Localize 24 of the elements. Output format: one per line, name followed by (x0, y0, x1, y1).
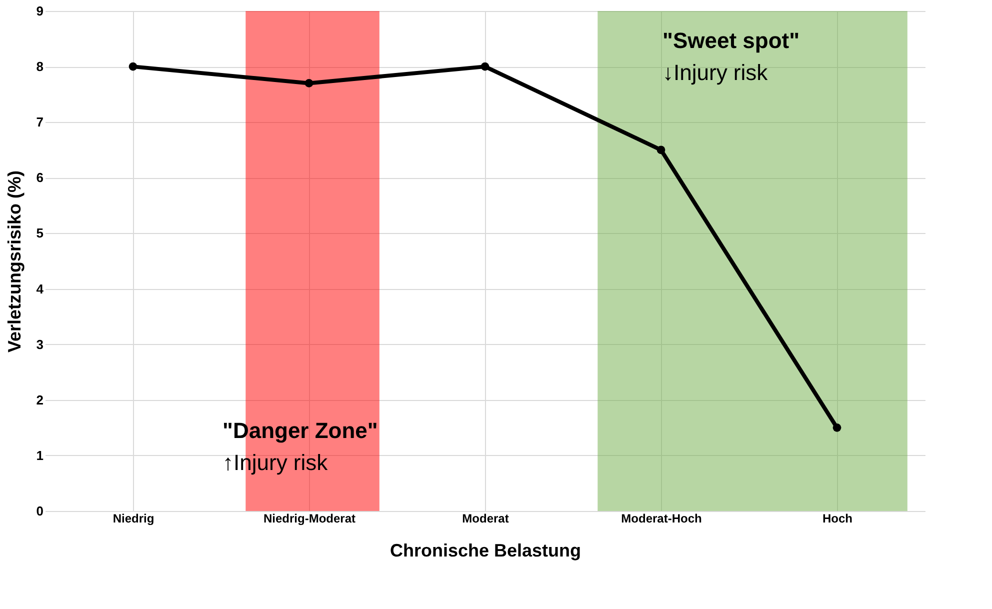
x-tick-label: Hoch (822, 512, 852, 526)
y-tick-label: 2 (36, 392, 44, 408)
y-tick-label: 7 (36, 114, 44, 130)
y-tick-label: 5 (36, 226, 44, 241)
y-tick-label: 0 (36, 504, 44, 518)
y-tick-label: 1 (36, 448, 44, 463)
y-tick-label: 9 (36, 4, 44, 18)
point (304, 79, 314, 88)
y-tick-label: 6 (36, 170, 44, 186)
y-tick-label: 3 (36, 336, 44, 352)
x-tick-label: Moderat (462, 512, 509, 526)
x-axis-title: Chronische Belastung (390, 540, 582, 560)
x-tick-label: Moderat-Hoch (621, 512, 702, 526)
band-label: "Danger Zone" ↑Injury risk (222, 418, 378, 475)
y-tick-label: 8 (36, 59, 44, 74)
y-tick-label: 4 (36, 281, 44, 296)
point (128, 62, 138, 71)
y-axis-title: Verletzungsrisiko (%) (4, 170, 24, 353)
point (832, 423, 842, 432)
x-tick-label: Niedrig (112, 512, 154, 526)
point (656, 146, 666, 154)
x-tick-label: Niedrig-Moderat (263, 512, 356, 526)
band-label: "Sweet spot" ↓Injury risk (662, 28, 800, 85)
point (480, 62, 490, 71)
